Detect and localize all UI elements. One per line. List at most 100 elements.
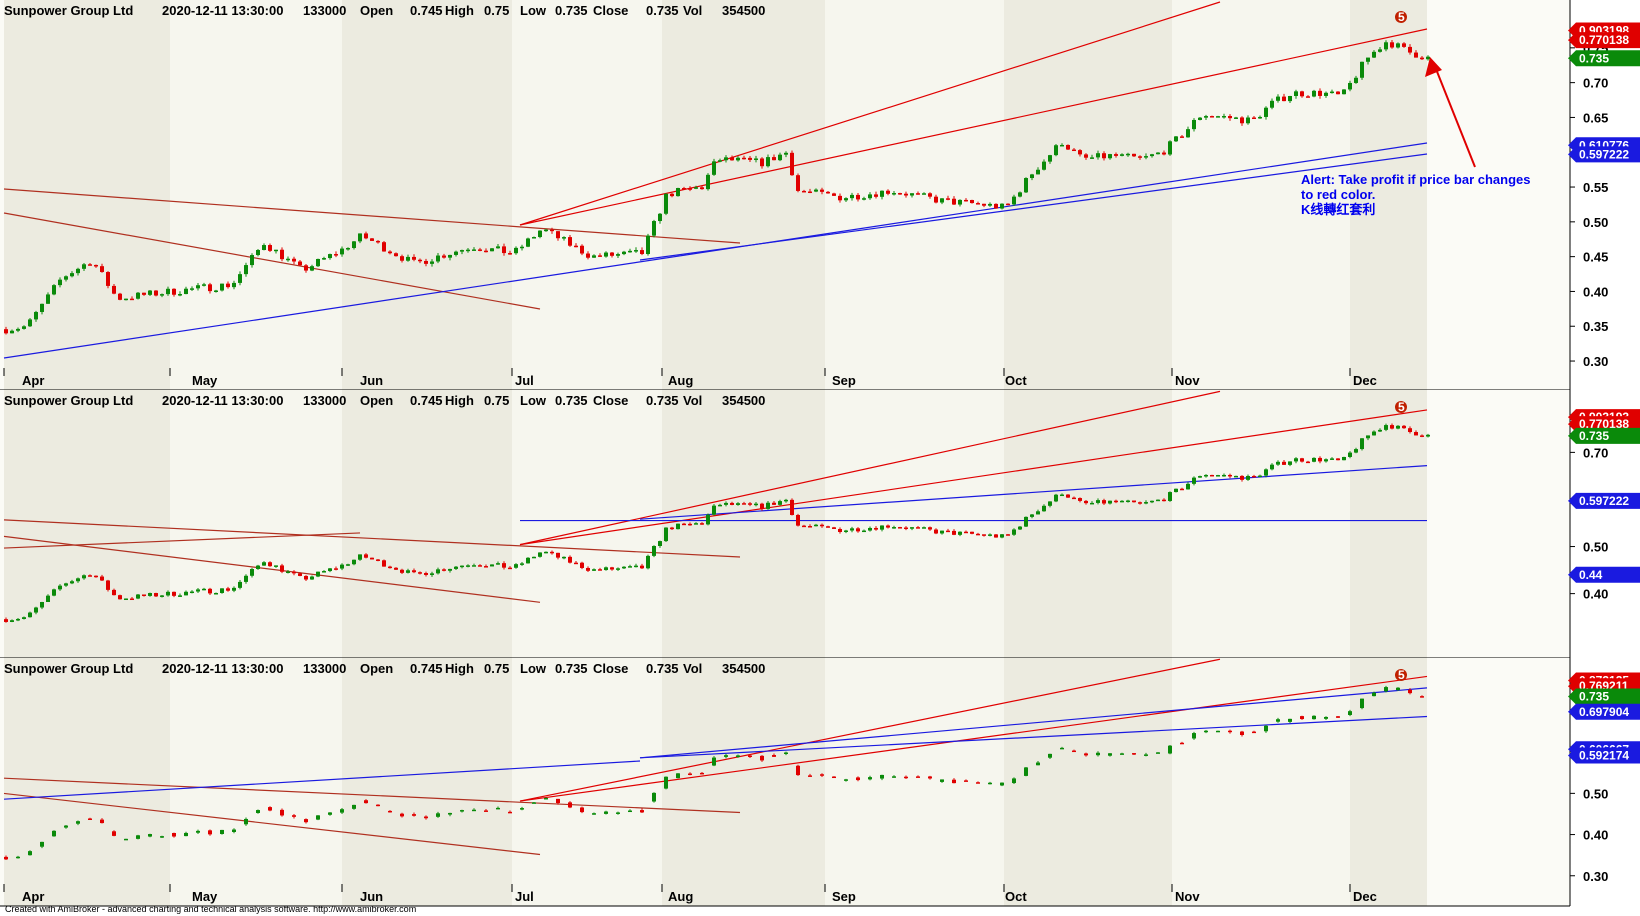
pane-2-bar-body bbox=[514, 564, 518, 568]
pane-2-bar-body bbox=[436, 569, 440, 574]
pane-2-bar-body bbox=[700, 523, 704, 525]
pane-3-x-month-label: Nov bbox=[1175, 889, 1200, 904]
pane-2-bar-body bbox=[112, 589, 116, 596]
pane-1-bar-body bbox=[886, 190, 890, 194]
pane-2-bar-body bbox=[550, 551, 554, 554]
pane-2-bar-body bbox=[544, 551, 548, 554]
pane-3-bar-body bbox=[484, 810, 488, 812]
pane-2-bar-body bbox=[1402, 425, 1406, 429]
pane-3-bar-body bbox=[1204, 730, 1208, 733]
pane-3-bar-body bbox=[616, 812, 620, 814]
pane-2-bar-body bbox=[1072, 497, 1076, 500]
pane-2-bar-body bbox=[1060, 494, 1064, 497]
pane-2-bar-body bbox=[88, 575, 92, 577]
pane-2-bar-body bbox=[718, 504, 722, 507]
axis-ui-layer: Sunpower Group Ltd 2020-12-11 13:30:00 133… bbox=[3, 3, 1640, 904]
pane-1-light-band bbox=[170, 0, 342, 390]
pane-2-bar-body bbox=[148, 593, 152, 596]
pane-2-bar-body bbox=[796, 514, 800, 526]
pane-1-price-flag-label: 0.735 bbox=[1579, 51, 1609, 65]
pane-1-header-field: 354500 bbox=[722, 3, 765, 18]
pane-1-bar-body bbox=[970, 199, 974, 204]
pane-1-bar-body bbox=[1402, 43, 1406, 47]
pane-2-bar-body bbox=[280, 565, 284, 572]
pane-2-bar-body bbox=[106, 580, 110, 590]
pane-2-bar-body bbox=[1186, 483, 1190, 490]
pane-1-price-flag-label: 0.597222 bbox=[1579, 147, 1629, 161]
pane-2-bar-body bbox=[322, 571, 326, 573]
pane-1-bar-body bbox=[1426, 56, 1430, 60]
pane-1-bar-body bbox=[976, 203, 980, 205]
pane-3-bar-body bbox=[196, 830, 200, 833]
pane-1-bar-body bbox=[1090, 157, 1094, 159]
pane-3-bar-body bbox=[880, 774, 884, 779]
pane-1-bar-body bbox=[406, 256, 410, 261]
pane-3-bar-body bbox=[16, 856, 20, 859]
pane-1-bar-body bbox=[388, 251, 392, 254]
pane-1-bar-body bbox=[562, 237, 566, 239]
pane-2-bar-body bbox=[814, 524, 818, 527]
pane-2-bar-body bbox=[1222, 474, 1226, 477]
pane-1-header-field: 0.735 bbox=[555, 3, 588, 18]
pane-2-bar-body bbox=[784, 499, 788, 502]
pane-2-bar-body bbox=[1066, 494, 1070, 498]
pane-1-bar-body bbox=[394, 253, 398, 257]
pane-1-header-field: 0.745 bbox=[410, 3, 443, 18]
pane-3-bar-body bbox=[124, 838, 128, 841]
pane-3-bar-body bbox=[1264, 725, 1268, 732]
pane-3-bar-body bbox=[1420, 696, 1424, 698]
pane-2-shade-band bbox=[1350, 390, 1427, 658]
pane-3-header-field: Close bbox=[593, 661, 628, 676]
pane-1-bar-body bbox=[946, 198, 950, 200]
pane-1-bar-body bbox=[1306, 96, 1310, 98]
pane-2-header-field: Low bbox=[520, 393, 547, 408]
pane-3-trendline bbox=[519, 675, 1428, 802]
pane-1-bar-body bbox=[952, 198, 956, 205]
pane-1-header-field: 0.735 bbox=[646, 3, 679, 18]
pane-2-bar-body bbox=[478, 565, 482, 567]
pane-3-bar-body bbox=[436, 813, 440, 817]
pane-2-bar-body bbox=[1372, 431, 1376, 436]
pane-2-header-field: 133000 bbox=[303, 393, 346, 408]
pane-1-bar-body bbox=[274, 249, 278, 252]
pane-1-bar-body bbox=[310, 266, 314, 271]
pane-3-bar-body bbox=[1072, 750, 1076, 753]
pane-1-bar-body bbox=[928, 193, 932, 197]
pane-1-y-tick-label: 0.45 bbox=[1583, 250, 1608, 265]
pane-3-signal-marker-icon bbox=[1395, 669, 1407, 681]
pane-1-x-month-label: Aug bbox=[668, 373, 693, 388]
pane-2-trendline bbox=[519, 390, 1221, 546]
pane-1-bar-body bbox=[376, 240, 380, 243]
pane-1-bar-body bbox=[1222, 115, 1226, 118]
pane-1-bar-body bbox=[856, 194, 860, 200]
pane-1-price-flag bbox=[1568, 32, 1640, 49]
pane-1-bar-body bbox=[964, 199, 968, 202]
pane-2-bar-body bbox=[730, 502, 734, 505]
pane-1-bar-body bbox=[1216, 116, 1220, 118]
pane-2-bar-body bbox=[1138, 502, 1142, 504]
pane-1-bar-body bbox=[1168, 141, 1172, 155]
pane-2-bar-body bbox=[622, 566, 626, 569]
pane-1-bar-body bbox=[880, 190, 884, 197]
pane-1-signal-marker-label: 5 bbox=[1398, 10, 1405, 24]
pane-2-bar-body bbox=[1342, 456, 1346, 461]
pane-1-bar-body bbox=[1294, 91, 1298, 96]
pane-3-price-flag-label: 0.735 bbox=[1579, 690, 1609, 704]
pane-2-bar-body bbox=[418, 572, 422, 574]
pane-1-bar-body bbox=[814, 189, 818, 192]
pane-2-bar-body bbox=[676, 523, 680, 530]
pane-2-bar-body bbox=[1204, 474, 1208, 477]
pane-2-bar-body bbox=[724, 502, 728, 505]
pane-1-bar-body bbox=[556, 231, 560, 239]
pane-1-bar-body bbox=[520, 246, 524, 249]
pane-2-bar-body bbox=[880, 525, 884, 530]
pane-2-bar-body bbox=[1156, 499, 1160, 502]
pane-2-bar-body bbox=[64, 583, 68, 586]
pane-2-bar-body bbox=[658, 541, 662, 546]
pane-3-header-field: Sunpower Group Ltd bbox=[4, 661, 133, 676]
pane-1-bar-body bbox=[778, 154, 782, 161]
pane-1-bar-body bbox=[1150, 154, 1154, 157]
pane-1-bar-body bbox=[232, 282, 236, 288]
pane-2-bar-body bbox=[1348, 452, 1352, 457]
pane-1-bar-body bbox=[760, 158, 764, 167]
